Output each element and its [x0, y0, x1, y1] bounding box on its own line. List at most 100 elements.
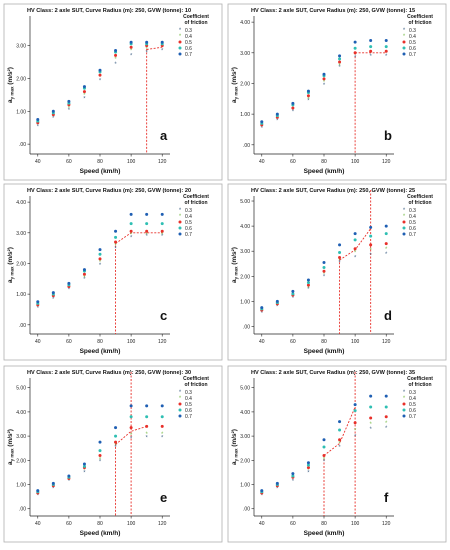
data-point-0.5: [338, 60, 342, 64]
legend-marker-0.3: *: [179, 208, 182, 214]
legend-marker-0.4: *: [179, 34, 182, 40]
data-point-0.7: [306, 278, 310, 282]
data-point-0.7: [114, 229, 118, 233]
legend-label-0.7: 0.7: [409, 414, 416, 420]
legend-label-0.6: 0.6: [409, 46, 416, 52]
data-point-0.4: *: [145, 47, 148, 53]
data-point-0.7: [369, 225, 373, 229]
legend-label-0.5: 0.5: [185, 220, 192, 226]
data-point-0.3: *: [369, 427, 372, 433]
data-point-0.6: [353, 409, 357, 413]
data-point-0.6: [291, 292, 295, 296]
data-point-0.4: *: [161, 432, 164, 438]
legend-marker-0.5: [402, 402, 406, 406]
data-point-0.3: *: [323, 274, 326, 280]
x-tick-label: 80: [97, 521, 103, 527]
x-tick-label: 100: [127, 339, 136, 345]
data-point-0.4: *: [161, 233, 164, 239]
legend-label-0.3: 0.3: [409, 208, 416, 214]
panel-title: HV Class: 2 axle SUT, Curve Radius (m): …: [251, 8, 415, 14]
x-tick-label: 60: [290, 159, 296, 165]
data-point-0.6: [114, 434, 118, 438]
legend-marker-0.4: *: [179, 396, 182, 402]
panel-title: HV Class: 2 axle SUT, Curve Radius (m): …: [27, 8, 191, 14]
legend-label-0.4: 0.4: [409, 396, 416, 402]
legend-title: Coefficient: [407, 194, 433, 200]
data-point-0.3: *: [99, 460, 102, 466]
data-point-0.6: [82, 464, 86, 468]
y-tick-label: 4.00: [16, 410, 26, 416]
data-point-0.4: *: [145, 432, 148, 438]
x-tick-label: 40: [35, 521, 41, 527]
data-point-0.7: [338, 420, 342, 424]
data-point-0.6: [384, 45, 388, 49]
legend-marker-0.5: [402, 220, 406, 224]
data-point-0.4: *: [52, 114, 55, 120]
data-point-0.3: *: [338, 65, 341, 71]
legend-title: Coefficient: [183, 376, 209, 382]
chart-panel-e: HV Class: 2 axle SUT, Curve Radius (m): …: [3, 365, 223, 543]
data-point-0.7: [260, 120, 264, 124]
legend-label-0.5: 0.5: [185, 402, 192, 408]
data-point-0.4: *: [369, 248, 372, 254]
legend-label-0.7: 0.7: [185, 232, 192, 238]
data-point-0.5: [322, 269, 326, 273]
data-point-0.4: *: [52, 295, 55, 301]
panel-title: HV Class: 2 axle SUT, Curve Radius (m): …: [251, 188, 415, 194]
y-tick-label: 3.00: [16, 44, 26, 50]
data-point-0.5: [338, 255, 342, 259]
data-point-0.4: *: [130, 233, 133, 239]
legend-marker-0.5: [178, 402, 182, 406]
data-point-0.4: *: [369, 51, 372, 57]
y-tick-label: .00: [243, 143, 250, 149]
x-tick-label: 40: [259, 159, 265, 165]
data-point-0.7: [322, 438, 326, 442]
data-point-0.3: *: [369, 253, 372, 259]
x-tick-label: 100: [351, 159, 360, 165]
y-tick-label: 3.00: [240, 434, 250, 440]
data-point-0.5: [114, 440, 118, 444]
legend-label-0.6: 0.6: [409, 408, 416, 414]
data-point-0.3: *: [161, 234, 164, 240]
data-point-0.7: [82, 462, 86, 466]
data-point-0.6: [160, 222, 164, 226]
panel-frame: [227, 3, 447, 181]
data-point-0.3: *: [307, 99, 310, 105]
data-point-0.3: *: [145, 436, 148, 442]
data-point-0.3: *: [385, 252, 388, 258]
data-point-0.4: *: [37, 123, 40, 129]
panel-frame: [3, 365, 223, 543]
y-tick-label: 1.00: [16, 292, 26, 298]
legend-marker-0.5: [178, 220, 182, 224]
y-tick-label: 3.00: [240, 51, 250, 57]
x-axis-label: Speed (km/h): [304, 530, 345, 537]
x-tick-label: 100: [127, 521, 136, 527]
data-point-0.4: *: [261, 492, 264, 498]
data-point-0.7: [322, 72, 326, 76]
data-point-0.3: *: [338, 261, 341, 267]
data-point-0.4: *: [385, 247, 388, 253]
data-point-0.5: [160, 424, 164, 428]
data-point-0.4: *: [292, 295, 295, 301]
data-point-0.6: [160, 415, 164, 419]
data-point-0.7: [145, 40, 149, 44]
legend-label-0.5: 0.5: [409, 402, 416, 408]
data-point-0.7: [82, 85, 86, 89]
threshold-fit-line: [146, 46, 163, 50]
panel-title: HV Class: 2 axle SUT, Curve Radius (m): …: [251, 370, 415, 376]
y-axis-label: ay max (m/s²): [231, 429, 239, 465]
x-tick-label: 80: [321, 159, 327, 165]
data-point-0.7: [129, 404, 133, 408]
data-point-0.5: [98, 73, 102, 77]
data-point-0.4: *: [385, 421, 388, 427]
data-point-0.6: [353, 238, 357, 242]
threshold-fit-line: [115, 232, 163, 244]
data-point-0.5: [306, 466, 310, 470]
legend-title: Coefficient: [183, 194, 209, 200]
data-point-0.7: [82, 268, 86, 272]
data-point-0.7: [114, 426, 118, 430]
data-point-0.7: [384, 394, 388, 398]
data-point-0.6: [338, 57, 342, 61]
data-point-0.3: *: [292, 479, 295, 485]
data-point-0.4: *: [37, 305, 40, 311]
